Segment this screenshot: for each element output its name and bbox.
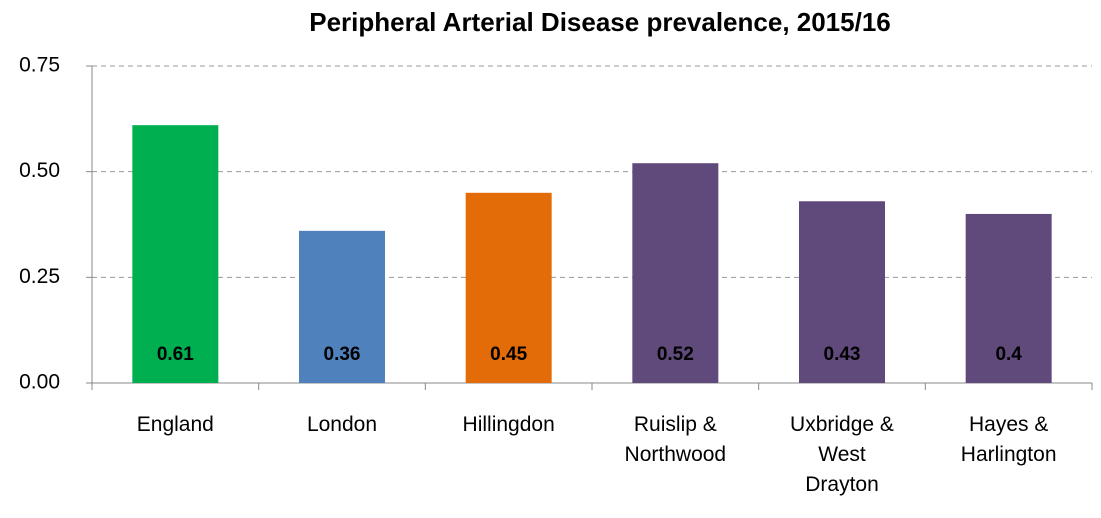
y-tick-label: 0.50	[19, 159, 60, 182]
x-tick-label: Hayes & Harlington	[960, 413, 1057, 466]
x-tick-label: Ruislip & Northwood	[624, 413, 727, 466]
x-tick-label: Hillingdon	[462, 413, 555, 436]
data-label: 0.45	[490, 344, 527, 365]
x-tick-label: England	[136, 413, 214, 436]
y-tick-label: 0.75	[19, 54, 60, 77]
bar	[132, 125, 219, 383]
bar	[965, 213, 1052, 383]
data-label: 0.4	[995, 344, 1022, 365]
x-tick-label: Uxbridge & West Drayton	[790, 413, 894, 496]
bar	[799, 201, 885, 383]
data-label: 0.43	[824, 344, 861, 365]
data-label: 0.61	[157, 344, 194, 365]
bar	[465, 192, 552, 383]
data-label: 0.52	[657, 344, 694, 365]
y-tick-label: 0.00	[19, 371, 60, 394]
y-tick-label: 0.25	[19, 265, 60, 288]
bar	[299, 230, 385, 383]
data-label: 0.36	[324, 344, 361, 365]
chart-title: Peripheral Arterial Disease prevalence, …	[309, 7, 891, 37]
x-tick-label: London	[306, 413, 378, 436]
bar	[632, 163, 719, 383]
